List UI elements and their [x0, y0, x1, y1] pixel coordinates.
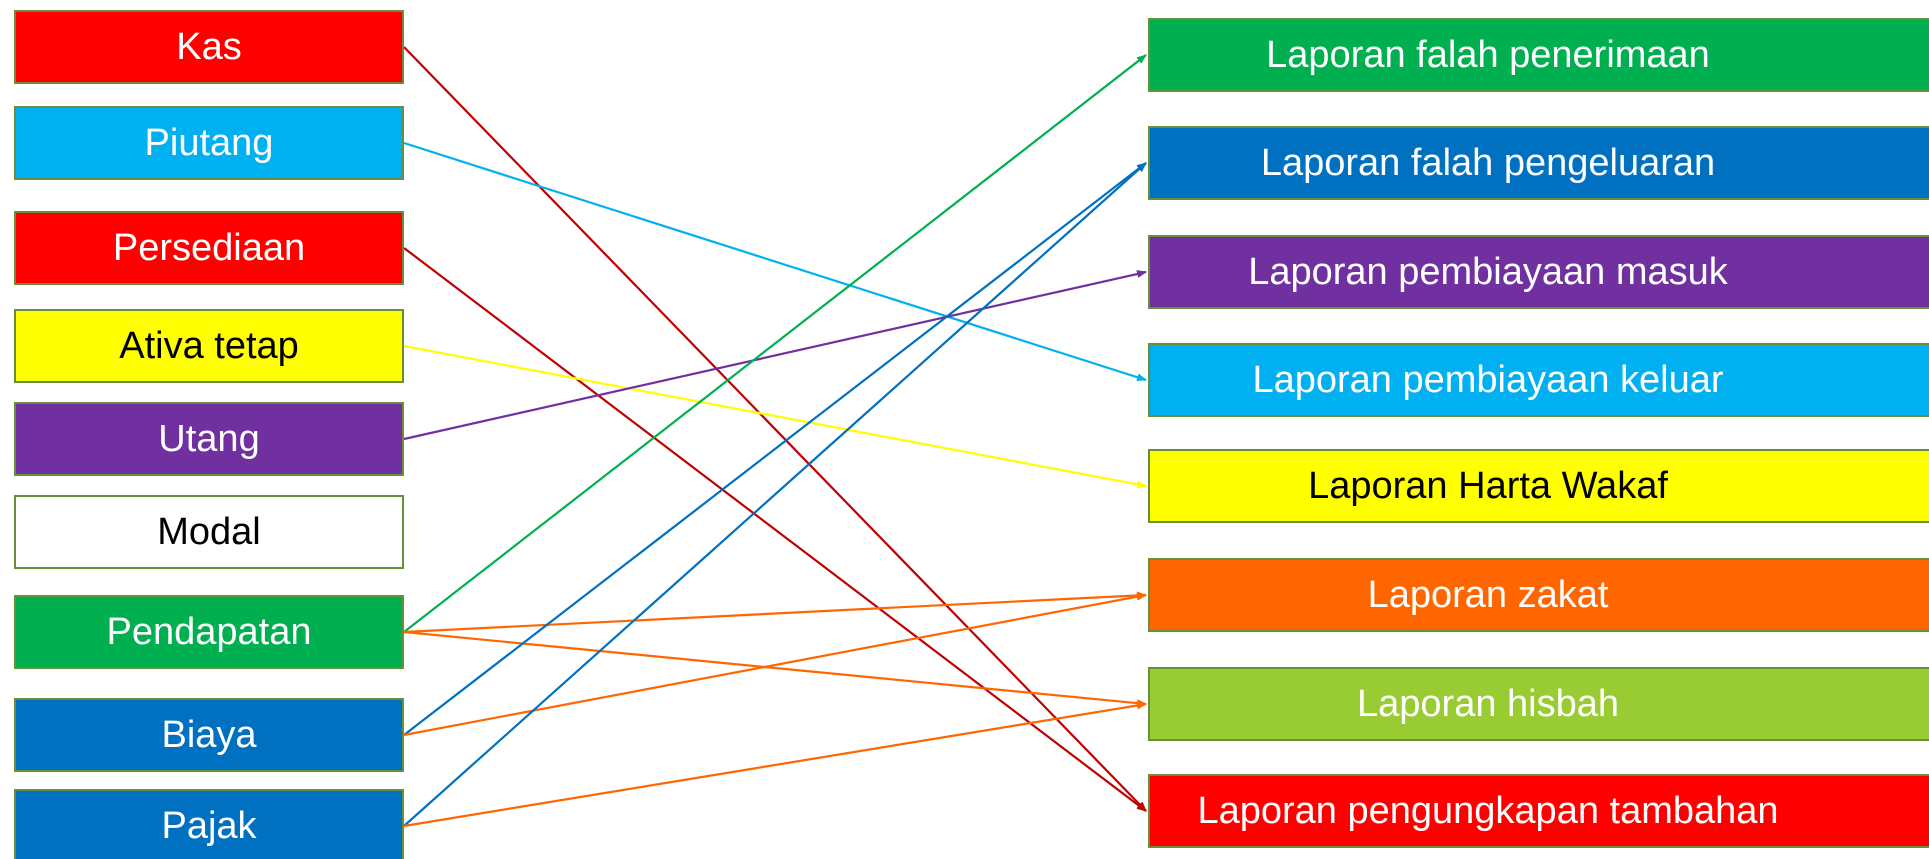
- node-modal-label: Modal: [157, 510, 261, 553]
- arrow-utang-to-pembiayaan-masuk: [403, 270, 1147, 441]
- node-ativa-tetap-label: Ativa tetap: [119, 324, 299, 367]
- arrow-pajak-to-falah-pengeluaran: [403, 162, 1147, 827]
- arrow-piutang-to-pembiayaan-keluar: [403, 141, 1147, 382]
- node-ativa-tetap: Ativa tetap: [14, 309, 404, 383]
- arrow-ativa-tetap-to-harta-wakaf: [403, 344, 1147, 489]
- arrow-pajak-to-hisbah: [403, 701, 1147, 828]
- node-utang: Utang: [14, 402, 404, 476]
- node-pajak-label: Pajak: [161, 804, 257, 847]
- node-modal: Modal: [14, 495, 404, 569]
- node-hisbah-label: Laporan hisbah: [1357, 682, 1619, 725]
- arrow-biaya-to-falah-pengeluaran: [403, 162, 1147, 736]
- node-kas: Kas: [14, 10, 404, 84]
- node-harta-wakaf-label: Laporan Harta Wakaf: [1308, 464, 1668, 507]
- node-utang-label: Utang: [158, 417, 260, 460]
- node-zakat: Laporan zakat: [1148, 558, 1929, 632]
- arrow-kas-to-pengungkapan-tambahan: [403, 46, 1147, 812]
- node-pembiayaan-keluar: Laporan pembiayaan keluar: [1148, 343, 1929, 417]
- node-falah-pengeluaran: Laporan falah pengeluaran: [1148, 126, 1929, 200]
- node-kas-label: Kas: [176, 25, 242, 68]
- node-zakat-label: Laporan zakat: [1367, 573, 1609, 616]
- arrow-biaya-to-zakat: [403, 592, 1147, 737]
- node-persediaan-label: Persediaan: [112, 226, 306, 269]
- node-falah-penerimaan-label: Laporan falah penerimaan: [1266, 33, 1710, 76]
- node-pengungkapan-tambahan: Laporan pengungkapan tambahan: [1148, 774, 1929, 848]
- node-falah-pengeluaran-label: Laporan falah pengeluaran: [1260, 141, 1716, 184]
- node-pembiayaan-masuk: Laporan pembiayaan masuk: [1148, 235, 1929, 309]
- node-biaya: Biaya: [14, 698, 404, 772]
- arrow-pendapatan-to-hisbah: [403, 630, 1147, 708]
- arrow-pendapatan-to-zakat: [403, 591, 1147, 634]
- node-pajak: Pajak: [14, 789, 404, 859]
- arrow-persediaan-to-pengungkapan-tambahan: [403, 247, 1147, 812]
- node-pendapatan-label: Pendapatan: [106, 610, 312, 653]
- node-pengungkapan-tambahan-label: Laporan pengungkapan tambahan: [1197, 789, 1779, 832]
- node-piutang-label: Piutang: [144, 121, 274, 164]
- node-hisbah: Laporan hisbah: [1148, 667, 1929, 741]
- node-persediaan: Persediaan: [14, 211, 404, 285]
- node-harta-wakaf: Laporan Harta Wakaf: [1148, 449, 1929, 523]
- node-falah-penerimaan: Laporan falah penerimaan: [1148, 18, 1929, 92]
- node-pembiayaan-masuk-label: Laporan pembiayaan masuk: [1248, 250, 1728, 293]
- arrow-pendapatan-to-falah-penerimaan: [403, 54, 1147, 633]
- node-pendapatan: Pendapatan: [14, 595, 404, 669]
- node-biaya-label: Biaya: [161, 713, 257, 756]
- node-pembiayaan-keluar-label: Laporan pembiayaan keluar: [1252, 358, 1724, 401]
- node-piutang: Piutang: [14, 106, 404, 180]
